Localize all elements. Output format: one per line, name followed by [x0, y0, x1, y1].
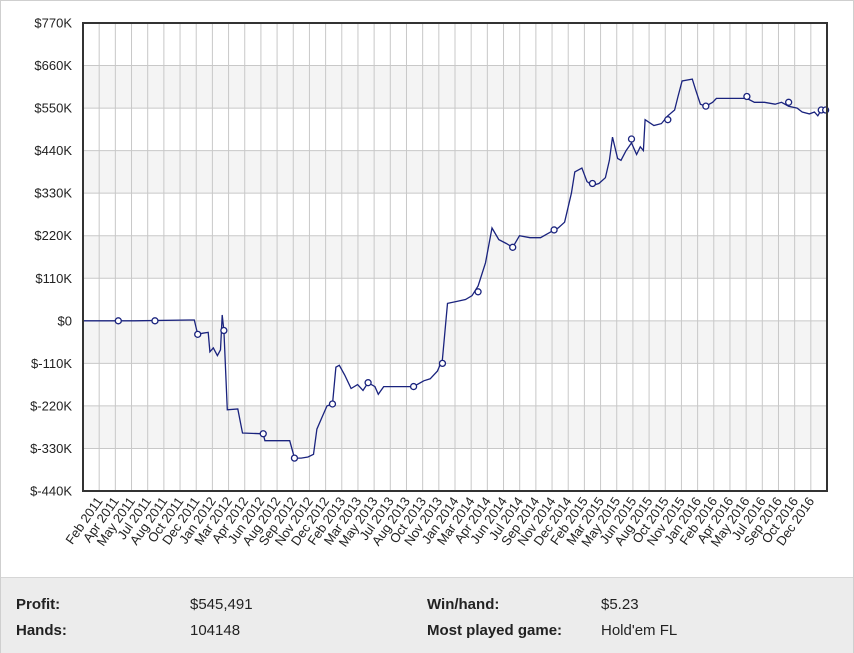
y-tick-label: $-110K — [31, 356, 72, 371]
series-marker — [743, 92, 751, 101]
y-tick-label: $550K — [34, 101, 72, 116]
series-marker — [784, 98, 793, 106]
y-tick-label: $660K — [34, 58, 72, 73]
series-marker — [509, 243, 517, 251]
y-tick-label: $-440K — [30, 484, 72, 499]
y-tick-label: $330K — [34, 186, 72, 201]
winhand-label: Win/hand: — [427, 596, 500, 613]
y-tick-label: $110K — [35, 271, 72, 286]
series-marker — [627, 135, 636, 143]
y-tick-label: $-330K — [30, 441, 72, 456]
y-tick-label: $440K — [34, 143, 72, 158]
series-marker — [290, 454, 299, 462]
most-played-game-value: Hold'em FL — [601, 622, 678, 639]
profit-value: $545,491 — [190, 596, 253, 613]
y-tick-label: $770K — [34, 16, 72, 31]
series-marker — [588, 179, 597, 188]
series-marker — [328, 400, 337, 408]
profit-chart: $770K $660K $550K $440K $330K $220K $110K $0 $-1… — [30, 16, 830, 549]
series-marker — [702, 102, 710, 110]
series-marker — [259, 430, 267, 438]
series-marker — [220, 326, 228, 335]
series-marker — [438, 359, 447, 368]
hands-label: Hands: — [16, 622, 67, 639]
profit-series-line — [83, 78, 827, 459]
y-tick-label: $0 — [58, 313, 72, 328]
y-tick-label: $-220K — [30, 398, 72, 413]
series-marker — [114, 317, 122, 325]
winhand-value: $5.23 — [601, 596, 639, 613]
plot-border — [82, 22, 828, 492]
series-marker — [664, 116, 672, 124]
series-marker — [409, 382, 418, 391]
series-marker — [550, 226, 558, 234]
y-tick-label: $220K — [34, 228, 72, 243]
most-played-game-label: Most played game: — [427, 622, 563, 639]
series-marker — [474, 288, 482, 296]
series-marker — [151, 317, 159, 325]
stats-panel: Profit: $545,491 Hands: 104148 Win/hand:… — [1, 577, 853, 653]
y-axis-ticks: $770K $660K $550K $440K $330K $220K $110K $0 $-1… — [30, 16, 72, 499]
hands-value: 104148 — [190, 622, 241, 639]
profit-label: Profit: — [16, 596, 61, 613]
series-marker — [364, 379, 372, 387]
series-marker — [194, 330, 202, 339]
